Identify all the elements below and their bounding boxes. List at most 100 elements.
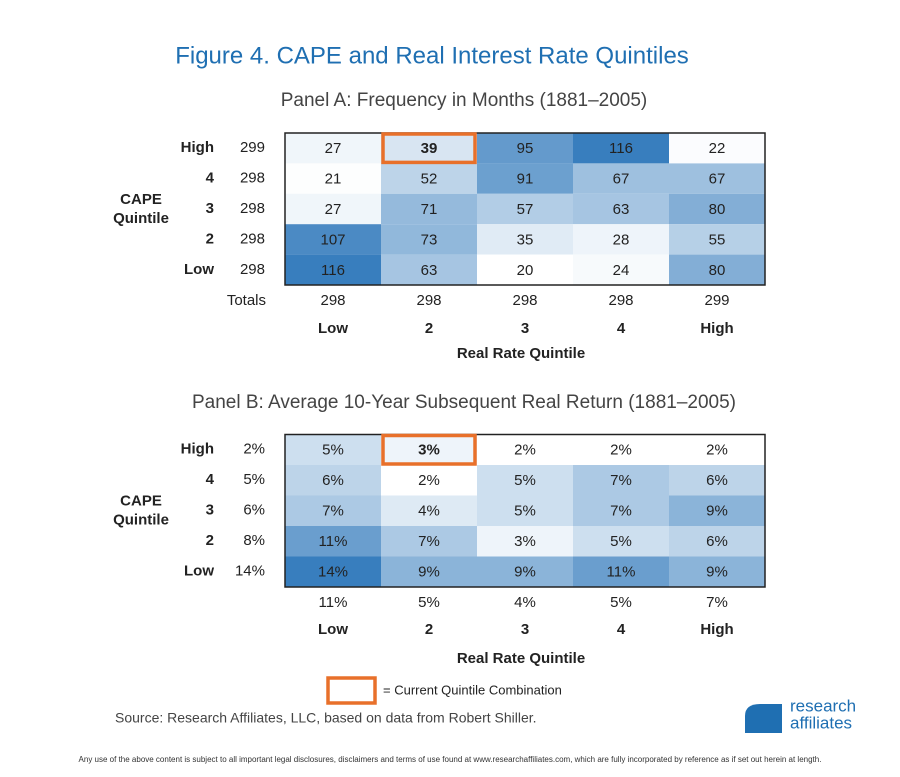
cell-value: 95: [517, 140, 534, 157]
cell: [381, 495, 477, 526]
cell-value: 7%: [322, 503, 344, 520]
cell: [477, 224, 573, 255]
panel-title: Panel B: Average 10-Year Subsequent Real…: [192, 392, 736, 413]
highlight-box: [381, 433, 477, 466]
cell-value: 2%: [514, 442, 536, 459]
cell-value: 67: [613, 171, 630, 188]
cell: [381, 556, 477, 587]
table-border: [284, 433, 766, 588]
cell-value: 35: [517, 231, 534, 248]
totals-label: Totals: [227, 292, 266, 309]
cell: [573, 254, 669, 285]
col-total: 299: [704, 292, 729, 309]
cell: [285, 254, 381, 285]
cell: [573, 526, 669, 557]
cell: [669, 434, 765, 465]
cell-value: 5%: [610, 533, 632, 550]
row-label: 3: [206, 502, 214, 519]
cell-value: 9%: [706, 503, 728, 520]
cell-value: 80: [709, 262, 726, 279]
cell: [477, 163, 573, 194]
logo-mark: [745, 704, 782, 733]
cell: [381, 163, 477, 194]
panel-title: Panel A: Frequency in Months (1881–2005): [281, 90, 648, 111]
cell: [285, 163, 381, 194]
cell: [285, 133, 381, 164]
cell-value: 27: [325, 140, 342, 157]
cell-value: 63: [421, 262, 438, 279]
cell-value: 2%: [706, 442, 728, 459]
col-axis-title: Real Rate Quintile: [457, 650, 585, 667]
col-total: 298: [512, 292, 537, 309]
cell-value: 24: [613, 262, 630, 279]
col-label: Low: [318, 320, 348, 337]
cell: [669, 526, 765, 557]
row-label: Low: [184, 563, 214, 580]
cell-value: 80: [709, 201, 726, 218]
row-label: 4: [206, 170, 215, 187]
col-total: 5%: [418, 594, 440, 611]
col-label: High: [700, 320, 733, 337]
col-total: 5%: [610, 594, 632, 611]
cell: [573, 133, 669, 164]
cell-value: 5%: [514, 503, 536, 520]
cell-value: 22: [709, 140, 726, 157]
cell-value: 55: [709, 231, 726, 248]
cell: [285, 193, 381, 225]
row-label: High: [181, 139, 214, 156]
highlight-box: [381, 132, 477, 165]
cell-value: 2%: [610, 442, 632, 459]
row-total: 298: [240, 200, 265, 217]
col-label: 2: [425, 320, 433, 337]
cell: [573, 193, 669, 225]
cell: [381, 254, 477, 285]
cell-value: 7%: [610, 503, 632, 520]
col-total: 298: [320, 292, 345, 309]
row-label: 3: [206, 200, 214, 217]
cell: [669, 163, 765, 194]
cell-value: 91: [517, 171, 534, 188]
cell-value: 57: [517, 201, 534, 218]
col-label: 4: [617, 621, 626, 638]
cell: [573, 163, 669, 194]
cell-value: 7%: [610, 472, 632, 489]
cell-value: 6%: [706, 472, 728, 489]
cell-value: 71: [421, 201, 438, 218]
cell: [477, 133, 573, 164]
cell: [669, 133, 765, 164]
cell: [573, 465, 669, 496]
row-total: 8%: [243, 532, 265, 549]
cell: [573, 224, 669, 255]
row-total: 299: [240, 139, 265, 156]
cell-value: 20: [517, 262, 534, 279]
row-label: High: [181, 441, 214, 458]
col-total: 4%: [514, 594, 536, 611]
cell: [285, 434, 381, 465]
logo-text: affiliates: [790, 713, 852, 732]
col-total: 11%: [319, 594, 348, 611]
cell: [669, 465, 765, 496]
row-axis-title: Quintile: [113, 512, 169, 529]
cell-value: 6%: [706, 533, 728, 550]
cell-value: 3%: [514, 533, 536, 550]
row-label: 2: [206, 532, 214, 549]
col-total: 298: [608, 292, 633, 309]
cell-value: 6%: [322, 472, 344, 489]
cell: [669, 193, 765, 225]
col-axis-title: Real Rate Quintile: [457, 345, 585, 362]
row-total: 298: [240, 230, 265, 247]
cell-value: 9%: [706, 564, 728, 581]
legend-swatch: [326, 676, 377, 705]
col-label: Low: [318, 621, 348, 638]
cell-value: 9%: [418, 564, 440, 581]
col-total: 7%: [706, 594, 728, 611]
cell-value: 67: [709, 171, 726, 188]
cell-value: 28: [613, 231, 630, 248]
row-label: 4: [206, 471, 215, 488]
table-border: [284, 132, 766, 286]
legend-text: = Current Quintile Combination: [383, 682, 562, 697]
cell: [285, 526, 381, 557]
row-axis-title: Quintile: [113, 210, 169, 227]
row-axis-title: CAPE: [120, 191, 162, 208]
cell: [669, 495, 765, 526]
